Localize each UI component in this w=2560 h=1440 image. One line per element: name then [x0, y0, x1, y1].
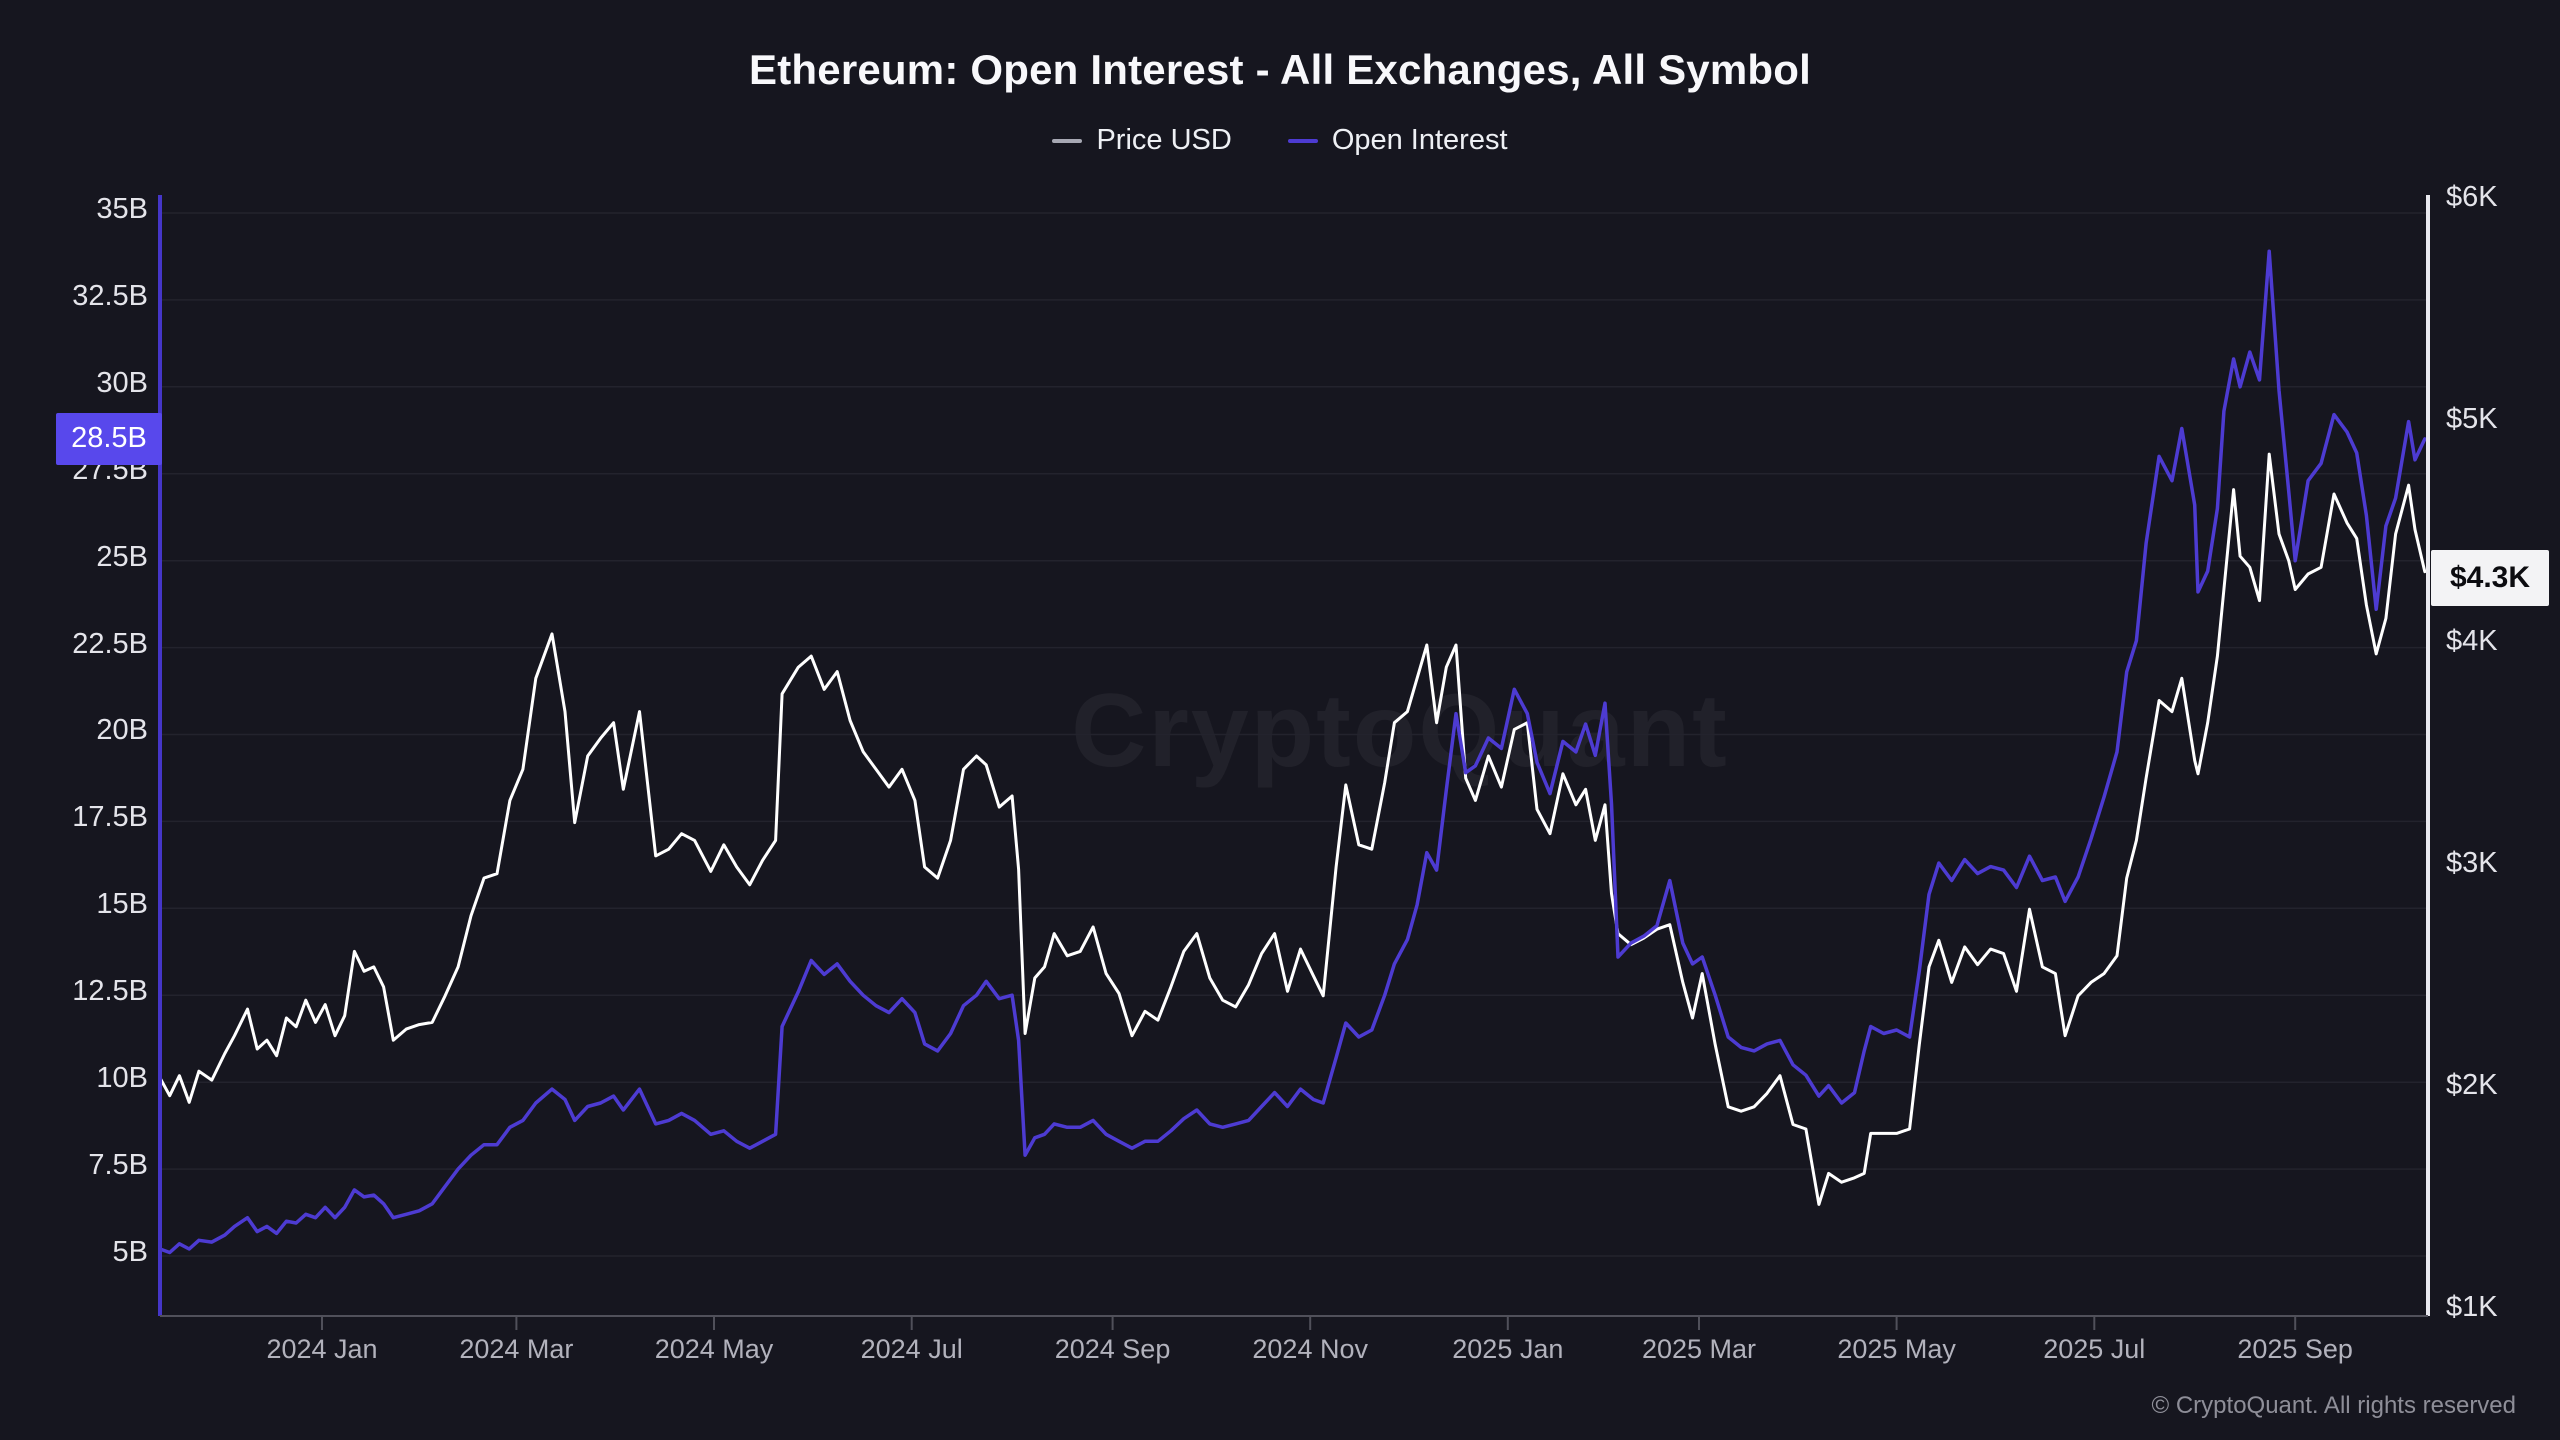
legend-item-price-usd[interactable]: Price USD [1052, 124, 1232, 157]
price-usd-line-swatch-icon [1052, 138, 1083, 143]
legend-label-price-usd: Price USD [1096, 124, 1232, 156]
chart-legend: Price USD Open Interest [0, 124, 2560, 157]
legend-item-open-interest[interactable]: Open Interest [1287, 124, 1508, 157]
copyright-notice: © CryptoQuant. All rights reserved [2151, 1392, 2517, 1419]
price-current-value-badge: $4.3K [2431, 550, 2549, 607]
open-interest-current-value-badge: 28.5B [56, 412, 162, 465]
open-interest-line [158, 249, 2427, 1255]
price-usd-line [158, 452, 2427, 1206]
legend-label-open-interest: Open Interest [1331, 124, 1508, 156]
chart-title: Ethereum: Open Interest - All Exchanges,… [749, 46, 1811, 93]
open-interest-line-swatch-icon [1287, 138, 1318, 143]
